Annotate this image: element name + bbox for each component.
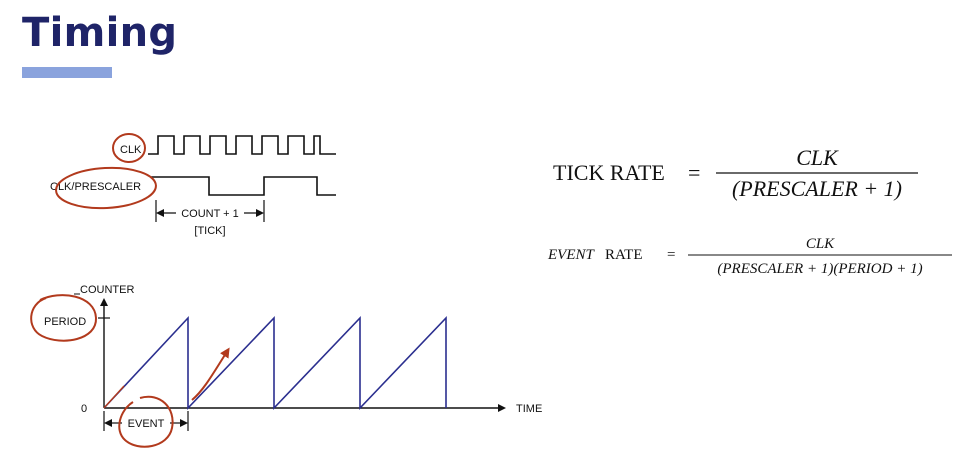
event-rate-lhs-italic: EVENT bbox=[547, 247, 595, 263]
tick-rate-equals: = bbox=[688, 160, 700, 185]
page-title: Timing bbox=[22, 10, 178, 56]
prescaler-waveform bbox=[150, 176, 336, 196]
event-rate-numerator: CLK bbox=[806, 236, 835, 252]
event-label: EVENT bbox=[128, 418, 165, 430]
sawtooth-start-annotation bbox=[103, 385, 125, 409]
tick-rate-denominator: (PRESCALER + 1) bbox=[732, 176, 902, 201]
clk-label: CLK bbox=[120, 144, 142, 156]
event-rate-lhs-rest: RATE bbox=[605, 247, 643, 263]
tick-rate-lhs: TICK RATE bbox=[553, 160, 665, 185]
prescaler-annotation-circle bbox=[55, 166, 157, 210]
period-annotation-circle bbox=[30, 294, 98, 342]
prescaler-label: CLK/PRESCALER bbox=[50, 181, 141, 193]
count-label: COUNT + 1 bbox=[181, 208, 239, 220]
event-rate-denominator: (PRESCALER + 1)(PERIOD + 1) bbox=[717, 261, 922, 277]
time-axis-label: TIME bbox=[516, 403, 542, 415]
period-label: PERIOD bbox=[44, 316, 86, 328]
zero-label: 0 bbox=[81, 403, 87, 415]
count-up-annotation-arrow bbox=[191, 347, 230, 401]
counter-sawtooth bbox=[103, 315, 447, 410]
clk-annotation-circle bbox=[112, 133, 146, 163]
event-rate-equals: = bbox=[667, 247, 675, 263]
tick-label: [TICK] bbox=[194, 225, 225, 237]
tick-rate-numerator: CLK bbox=[796, 145, 839, 170]
event-annotation-circle bbox=[118, 395, 174, 448]
clk-waveform bbox=[148, 135, 336, 155]
title-underline-bar bbox=[22, 67, 112, 78]
counter-axis-label: COUNTER bbox=[80, 284, 134, 296]
